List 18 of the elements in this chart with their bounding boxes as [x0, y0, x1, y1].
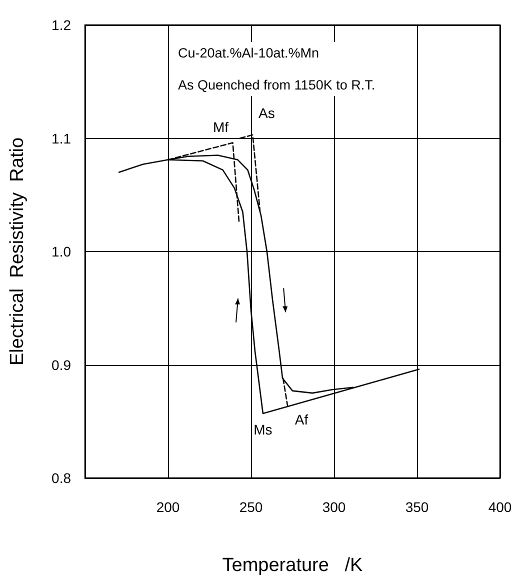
text: Cu-20at.%Al-10at.%Mn [178, 46, 320, 60]
x-tick-label: 200 [156, 499, 180, 515]
annotation: Af [294, 412, 308, 428]
x-tick-label: 350 [405, 499, 429, 515]
y-axis-title: Electrical Resistivity Ratio [7, 137, 28, 366]
x-tick-label: 250 [239, 499, 263, 515]
x-tick-label: 300 [322, 499, 346, 515]
annotation: Mf [212, 118, 229, 135]
y-tick-label: 0.8 [52, 470, 72, 486]
text: As Quenched from 1150K to R.T. [178, 78, 376, 92]
x-tick-label: 400 [488, 499, 512, 515]
annotation: Ms [254, 421, 272, 438]
y-tick-label: 0.9 [52, 356, 72, 373]
y-tick-label: 1.1 [52, 130, 72, 146]
annotation: As [258, 104, 275, 121]
y-tick-label: 1.2 [52, 17, 72, 33]
y-tick-label: 1.0 [52, 244, 72, 260]
x-axis-title: Temperature /K [222, 555, 364, 576]
